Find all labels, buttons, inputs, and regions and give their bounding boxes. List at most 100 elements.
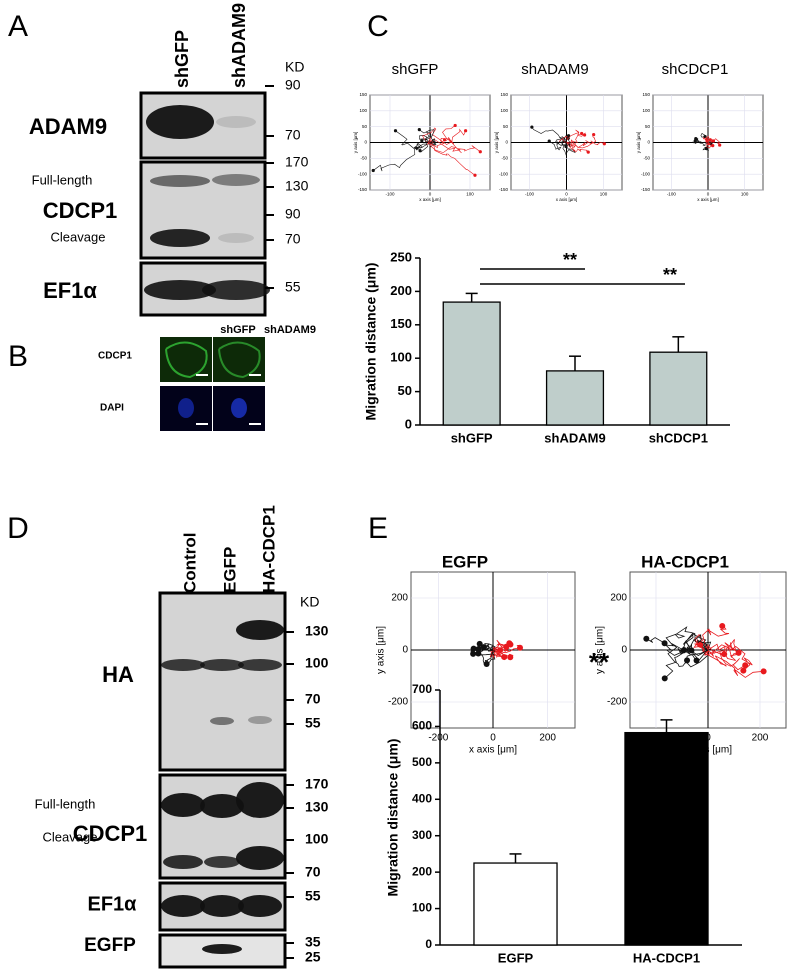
- blot-band: [202, 944, 242, 954]
- row-label: CDCP1: [98, 351, 132, 362]
- cell-track: [484, 647, 496, 665]
- cell-track: [664, 646, 712, 679]
- band-label: Full-length: [32, 172, 93, 187]
- marker-label: 70: [305, 691, 321, 707]
- y-axis-label-group: y axis [μm]: [376, 626, 387, 674]
- y-tick-label: -100: [641, 171, 651, 176]
- track-end: [718, 143, 722, 147]
- x-tick-label: 100: [600, 192, 608, 197]
- cell-track: [705, 136, 714, 143]
- x-tick-label: 0: [490, 733, 496, 744]
- y-tick-label: 700: [412, 682, 432, 696]
- blot-band: [161, 793, 205, 817]
- x-tick-label: -100: [525, 192, 535, 197]
- track-end: [547, 139, 551, 143]
- blot-label: EF1α: [43, 278, 97, 303]
- significance-label: **: [663, 265, 677, 285]
- marker-label: 130: [285, 178, 309, 194]
- cell-track: [706, 649, 764, 678]
- y-axis-label-group: Migration distance (μm): [385, 739, 401, 897]
- track-end: [693, 139, 697, 143]
- lane-label-group: EGFP: [220, 547, 239, 593]
- y-axis-label-group: y axis [μm]: [595, 626, 606, 674]
- blot-band: [150, 229, 210, 247]
- y-tick-label: 150: [642, 92, 650, 97]
- y-tick-label: -200: [388, 697, 408, 708]
- y-tick-label: -150: [358, 187, 368, 192]
- column-label: shADAM9: [264, 324, 316, 336]
- track-end: [478, 150, 482, 154]
- y-tick-label: 150: [390, 316, 412, 331]
- cell-track: [707, 138, 720, 146]
- x-tick-label: 100: [741, 192, 749, 197]
- marker-label: 70: [305, 864, 321, 880]
- y-axis-label-group: y axis [μm]: [353, 132, 358, 154]
- cell-track: [566, 140, 605, 149]
- row-label: DAPI: [100, 403, 124, 414]
- y-tick-label: -50: [643, 156, 650, 161]
- panel-letter: B: [8, 340, 28, 373]
- y-tick-label: 500: [412, 755, 432, 769]
- lane-label: shADAM9: [229, 3, 249, 88]
- y-tick-label: 300: [412, 828, 432, 842]
- y-axis-label-group: y axis [μm]: [636, 132, 641, 154]
- blot-band: [161, 659, 205, 671]
- y-tick-label: 50: [362, 124, 368, 129]
- y-tick-label: -50: [360, 156, 367, 161]
- y-axis-label: Migration distance (μm): [385, 739, 401, 897]
- track-title: EGFP: [442, 552, 488, 571]
- track-end: [442, 138, 447, 142]
- x-tick-label: 200: [752, 733, 769, 744]
- cell-track: [557, 135, 571, 148]
- track-end: [475, 650, 482, 657]
- x-tick-label: 0: [565, 192, 568, 197]
- marker-label: 130: [305, 623, 329, 639]
- x-tick-label: 100: [466, 192, 474, 197]
- x-tick-label: -100: [667, 192, 677, 197]
- blot-band: [161, 895, 205, 917]
- lane-label-group: shADAM9: [229, 3, 249, 88]
- blot-band: [236, 846, 284, 870]
- blot-frame: [158, 591, 287, 772]
- y-tick-label: 150: [500, 92, 508, 97]
- y-tick-label: 0: [647, 140, 650, 145]
- panel-letter: C: [367, 10, 389, 43]
- blot-band: [216, 116, 256, 128]
- y-tick-label: 50: [503, 124, 509, 129]
- cell-track: [692, 140, 709, 146]
- blot-band: [200, 659, 244, 671]
- cell-track: [702, 624, 730, 651]
- blot-band: [210, 717, 234, 725]
- band-label: Cleavage: [51, 229, 106, 244]
- blot-band: [218, 233, 254, 243]
- lane-label-group: Control: [180, 533, 199, 593]
- y-axis-label-group: y axis [μm]: [494, 132, 499, 154]
- bar: [649, 351, 708, 426]
- nucleus: [231, 398, 247, 418]
- track-title: shGFP: [392, 61, 439, 78]
- cell-track: [531, 126, 567, 143]
- blot-band: [150, 175, 210, 187]
- cell-signal: [218, 341, 261, 379]
- marker-label: 35: [305, 934, 321, 950]
- y-tick-label: 200: [610, 593, 627, 604]
- cell-track: [429, 137, 462, 154]
- y-tick-label: -100: [499, 171, 509, 176]
- track-title: shADAM9: [521, 61, 589, 78]
- track-end: [719, 623, 726, 630]
- track-end: [688, 647, 695, 654]
- track-title: HA-CDCP1: [641, 552, 729, 571]
- cell-track: [682, 634, 709, 651]
- track-end: [483, 661, 490, 668]
- marker-label: 90: [285, 206, 301, 222]
- panel-letter: A: [8, 10, 28, 43]
- track-end: [684, 657, 691, 664]
- track-end: [506, 640, 513, 647]
- cell-track: [549, 138, 567, 151]
- blot-band: [200, 794, 244, 818]
- band-label: Cleavage: [43, 829, 98, 844]
- track-end: [393, 129, 398, 133]
- y-tick-label: 200: [390, 283, 412, 298]
- x-tick-label: shCDCP1: [649, 430, 708, 445]
- y-tick-label: 150: [359, 92, 367, 97]
